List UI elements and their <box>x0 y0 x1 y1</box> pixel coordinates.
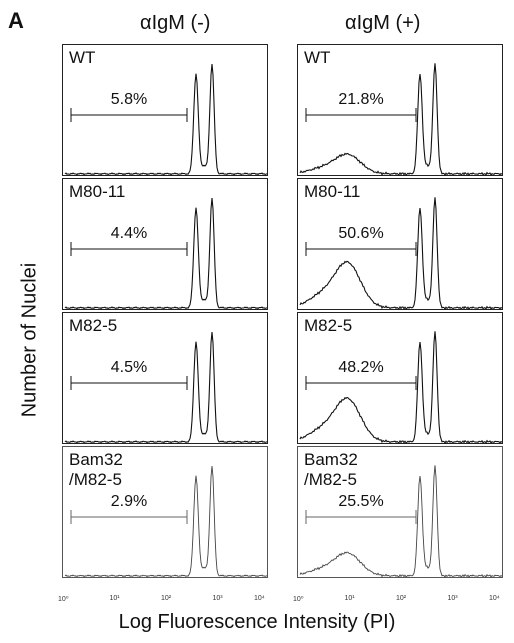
histogram-panel: M80-11 4.4% <box>62 178 268 310</box>
gate-percent-label: 50.6% <box>338 225 384 242</box>
gate-percent-label: 21.8% <box>338 91 384 108</box>
histogram-panel: Bam32 /M82-5 25.5% <box>297 446 503 578</box>
sample-label: M82-5 <box>69 316 118 335</box>
x-tick-label: 10¹ <box>344 595 355 602</box>
histogram-line <box>299 465 503 578</box>
sample-label: Bam32 /M82-5 <box>69 450 123 489</box>
gate-percent-label: 4.5% <box>110 359 148 376</box>
histogram-panel: WT 21.8% <box>297 44 503 177</box>
sample-label: WT <box>69 48 96 67</box>
gate-percent-label: 25.5% <box>338 493 384 510</box>
x-tick-label: 10² <box>396 595 407 602</box>
histogram-panel: Bam32 /M82-5 2.9% <box>62 446 268 578</box>
histogram-line <box>64 466 268 578</box>
histogram-plot <box>64 198 268 310</box>
histogram-line <box>64 332 268 444</box>
x-tick-label: 10⁴ <box>489 595 500 602</box>
histogram-plot <box>299 197 503 311</box>
x-tick-label: 10² <box>161 595 172 602</box>
x-axis-title: Log Fluorescence Intensity (PI) <box>118 611 396 633</box>
histogram-line <box>64 198 268 310</box>
gate-percent-label: 4.4% <box>110 225 148 242</box>
sample-label: M80-11 <box>69 182 126 201</box>
histogram-panel: M82-5 48.2% <box>297 312 503 445</box>
gate-percent-label: 48.2% <box>338 359 384 376</box>
histogram-plot <box>64 332 268 444</box>
histogram-panel: WT 5.8% <box>62 44 268 176</box>
histogram-plot <box>299 63 503 177</box>
histogram-line <box>299 197 503 311</box>
y-axis-title: Number of Nuclei <box>18 262 41 418</box>
sample-label: Bam32 /M82-5 <box>304 450 358 489</box>
panel-letter: A <box>8 8 24 33</box>
histogram-panel: M82-5 4.5% <box>62 312 268 444</box>
histogram-line <box>64 64 268 176</box>
gate-percent-label: 5.8% <box>110 91 148 108</box>
histogram-line <box>299 331 503 445</box>
x-tick-label: 10⁰ <box>58 596 69 603</box>
histogram-line <box>299 63 503 177</box>
column-title-left: αIgM (-) <box>140 12 211 34</box>
sample-label: M80-11 <box>304 182 361 201</box>
column-title-right: αIgM (+) <box>345 12 421 34</box>
histogram-plot <box>299 465 503 578</box>
histogram-plot <box>64 64 268 176</box>
x-tick-label: 10⁴ <box>254 595 265 602</box>
x-tick-label: 10¹ <box>109 595 120 602</box>
x-tick-label: 10³ <box>447 595 458 602</box>
sample-label: M82-5 <box>304 316 353 335</box>
histogram-plot <box>299 331 503 445</box>
x-tick-label: 10⁰ <box>293 596 304 603</box>
histogram-panel: M80-11 50.6% <box>297 178 503 311</box>
histogram-plot <box>64 466 268 578</box>
sample-label: WT <box>304 48 331 67</box>
gate-percent-label: 2.9% <box>110 493 148 510</box>
x-tick-label: 10³ <box>212 595 223 602</box>
